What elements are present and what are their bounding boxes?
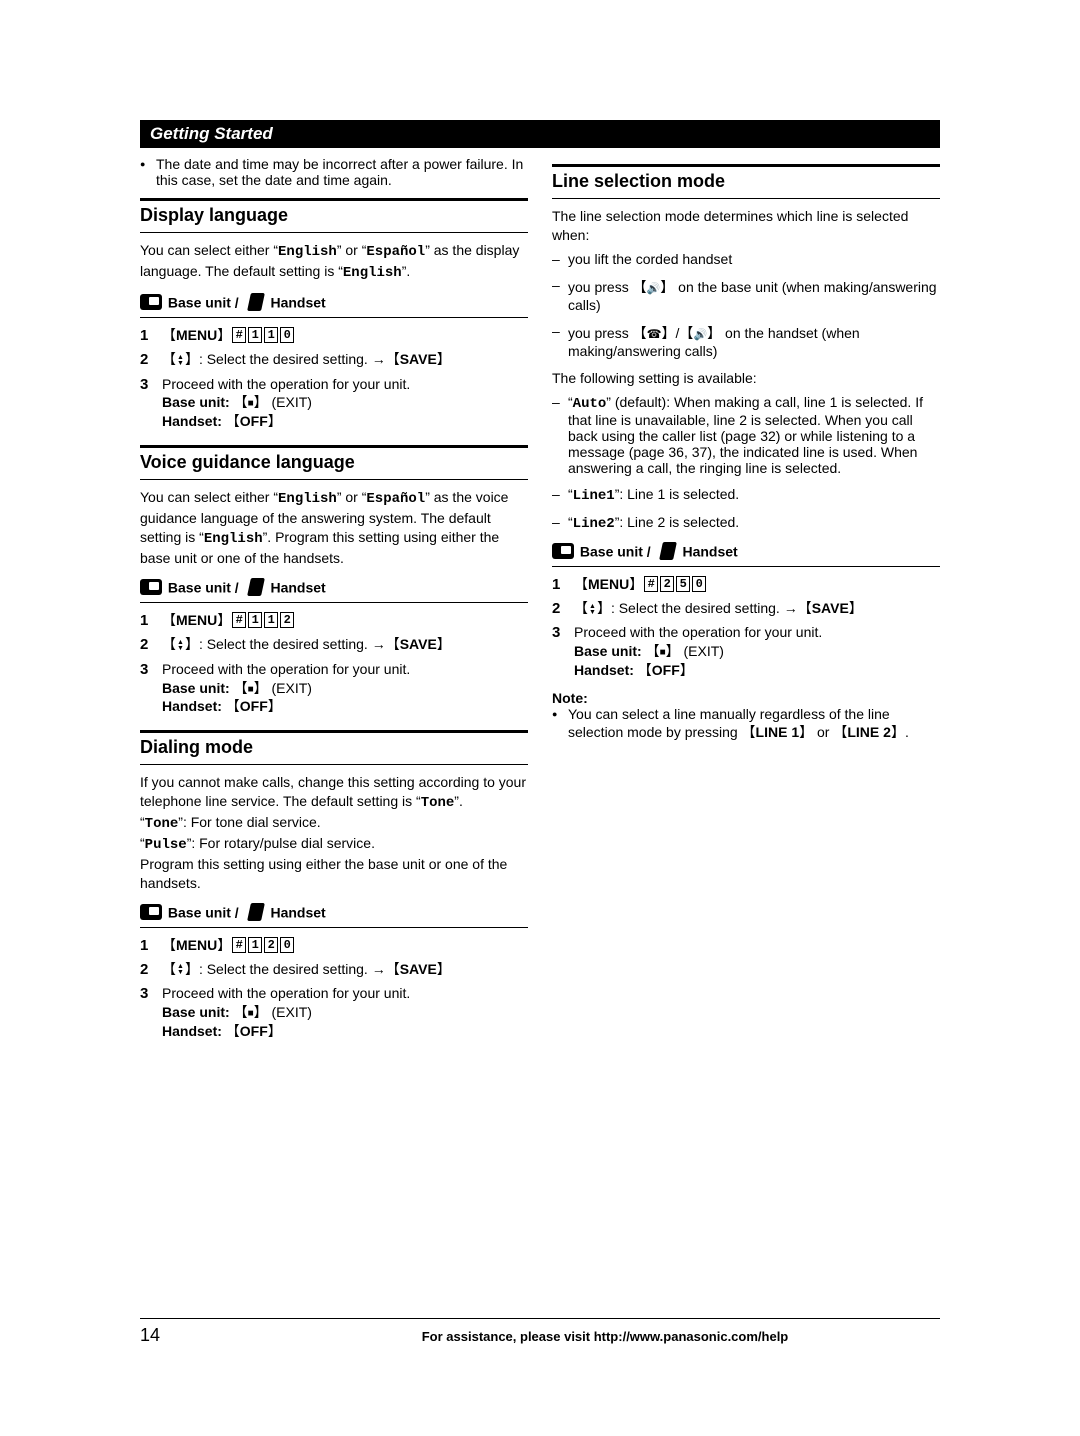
- handset-icon: [247, 293, 265, 311]
- step-content: Proceed with the operation for your unit…: [162, 660, 410, 717]
- top-note-text: The date and time may be incorrect after…: [156, 156, 528, 188]
- page-number: 14: [140, 1325, 270, 1346]
- section-title: Voice guidance language: [140, 452, 528, 473]
- section-body: You can select either “English” or “Espa…: [140, 241, 528, 283]
- top-note: The date and time may be incorrect after…: [140, 156, 528, 188]
- section-voice-language: Voice guidance language You can select e…: [140, 445, 528, 716]
- base-unit-icon: [140, 904, 162, 920]
- section-title: Line selection mode: [552, 171, 940, 192]
- step-content: MENU#250: [574, 575, 707, 595]
- phone-icon: [647, 325, 662, 341]
- speaker-icon: [693, 325, 707, 341]
- list-item: you press 【】 on the base unit (when maki…: [568, 277, 940, 313]
- unit-badge: Base unit / Handset: [140, 578, 528, 596]
- step-content: Proceed with the operation for your unit…: [162, 375, 410, 432]
- section-body: If you cannot make calls, change this se…: [140, 773, 528, 892]
- page-content: The date and time may be incorrect after…: [140, 156, 940, 1256]
- base-unit-icon: [140, 294, 162, 310]
- step-content: MENU#120: [162, 936, 295, 956]
- section-line-selection: Line selection mode The line selection m…: [552, 164, 940, 742]
- step-content: 【】: Select the desired setting. SAVE: [162, 635, 451, 655]
- step-content: 【】: Select the desired setting. SAVE: [162, 960, 451, 980]
- unit-badge: Base unit / Handset: [140, 903, 528, 921]
- list-item: “Line2”: Line 2 is selected.: [568, 514, 739, 532]
- section-display-language: Display language You can select either “…: [140, 198, 528, 431]
- step-content: Proceed with the operation for your unit…: [574, 623, 822, 680]
- available-text: The following setting is available:: [552, 369, 940, 388]
- list-item: you press 【】/【】 on the handset (when mak…: [568, 323, 940, 359]
- list-item: “Auto” (default): When making a call, li…: [568, 394, 940, 476]
- list-item: you lift the corded handset: [568, 251, 732, 267]
- base-unit-icon: [140, 579, 162, 595]
- step-content: Proceed with the operation for your unit…: [162, 984, 410, 1041]
- step-content: MENU#110: [162, 326, 295, 346]
- handset-icon: [247, 578, 265, 596]
- base-unit-icon: [552, 543, 574, 559]
- step-content: 【】: Select the desired setting. SAVE: [574, 599, 863, 619]
- unit-badge: Base unit / Handset: [552, 542, 940, 560]
- steps-list: 1MENU#112 2【】: Select the desired settin…: [140, 611, 528, 716]
- page-footer: 14 For assistance, please visit http://w…: [140, 1318, 940, 1346]
- list-item: “Line1”: Line 1 is selected.: [568, 486, 739, 504]
- step-content: MENU#112: [162, 611, 295, 631]
- steps-list: 1MENU#120 2【】: Select the desired settin…: [140, 936, 528, 1041]
- footer-text: For assistance, please visit http://www.…: [270, 1329, 940, 1344]
- step-content: 【】: Select the desired setting. SAVE: [162, 350, 451, 370]
- unit-badge: Base unit / Handset: [140, 293, 528, 311]
- section-intro: The line selection mode determines which…: [552, 207, 940, 245]
- note-text: You can select a line manually regardles…: [568, 706, 940, 742]
- bullet-icon: [552, 706, 568, 742]
- steps-list: 1MENU#110 2【】: Select the desired settin…: [140, 326, 528, 431]
- note-heading: Note:: [552, 690, 940, 706]
- section-body: You can select either “English” or “Espa…: [140, 488, 528, 568]
- handset-icon: [659, 542, 677, 560]
- steps-list: 1MENU#250 2【】: Select the desired settin…: [552, 575, 940, 680]
- bullet-icon: [140, 156, 156, 188]
- chapter-header: Getting Started: [140, 120, 940, 148]
- section-dialing-mode: Dialing mode If you cannot make calls, c…: [140, 730, 528, 1041]
- speaker-icon: [647, 279, 661, 295]
- handset-icon: [247, 903, 265, 921]
- section-title: Display language: [140, 205, 528, 226]
- section-title: Dialing mode: [140, 737, 528, 758]
